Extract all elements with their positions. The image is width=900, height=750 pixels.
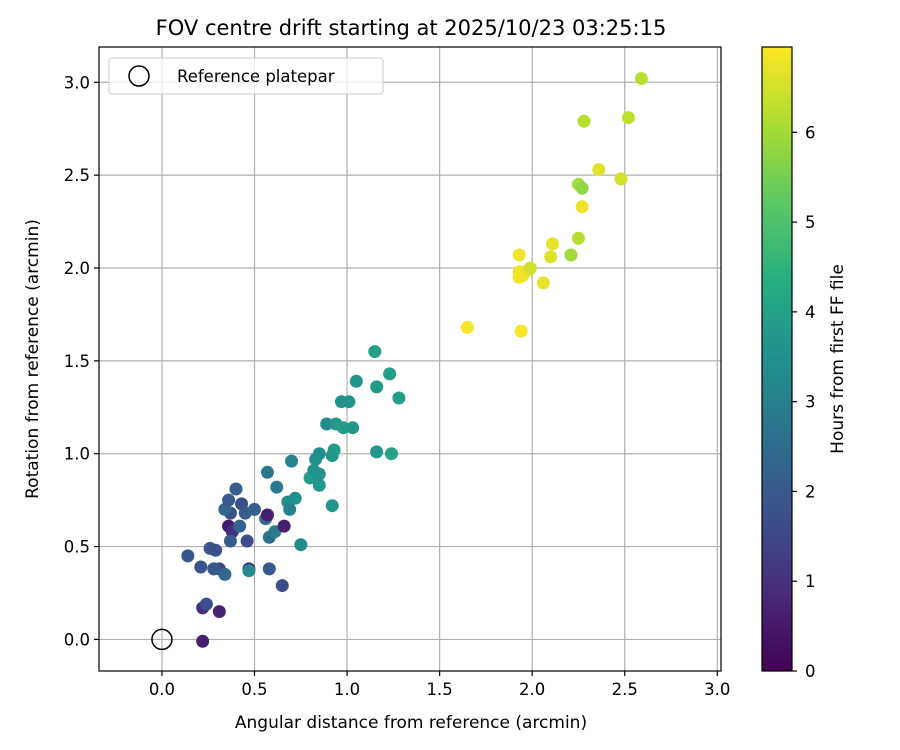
data-point (260, 508, 274, 522)
data-point (634, 72, 648, 86)
data-point (564, 248, 578, 262)
x-tick-label: 2.5 (612, 680, 638, 699)
chart-title: FOV centre drift starting at 2025/10/23 … (156, 16, 667, 40)
x-tick-label: 3.0 (704, 680, 730, 699)
data-point (223, 534, 237, 548)
data-point (346, 421, 360, 435)
data-point (512, 248, 526, 262)
data-point (575, 200, 589, 214)
y-tick-label: 1.0 (64, 445, 90, 464)
colorbar-gradient (762, 47, 792, 671)
data-point (222, 493, 236, 507)
data-point (342, 395, 356, 409)
data-point (283, 502, 297, 516)
legend-label: Reference platepar (177, 67, 335, 86)
y-tick-label: 1.5 (64, 352, 90, 371)
x-tick-label: 1.0 (334, 680, 360, 699)
data-point (240, 534, 254, 548)
data-point (536, 276, 550, 290)
legend-marker-icon (128, 65, 150, 87)
grid-lines (99, 47, 721, 671)
data-point (288, 491, 302, 505)
colorbar: 0 1 2 3 4 5 6 Hours from first FF file (761, 46, 848, 681)
y-tick-label: 0.0 (64, 630, 90, 649)
y-tick-label: 3.0 (64, 73, 90, 92)
data-point (229, 482, 243, 496)
data-point (233, 519, 247, 533)
y-tick-label: 2.5 (64, 166, 90, 185)
colorbar-tick-label: 1 (805, 572, 816, 591)
data-point (312, 467, 326, 481)
axis-ticks: 0.0 0.5 1.0 1.5 2.0 2.5 3.0 0.0 0.5 1.0 1.5 2.0 2.5 3… (64, 73, 731, 699)
data-point (460, 320, 474, 334)
colorbar-frame (761, 46, 793, 672)
data-point (199, 597, 213, 611)
data-point (575, 181, 589, 195)
data-point (544, 250, 558, 264)
legend-box (108, 57, 384, 95)
data-point (349, 374, 363, 388)
data-point (621, 111, 635, 125)
reference-marker (151, 628, 173, 651)
colorbar-tick-label: 2 (805, 482, 816, 501)
data-point (196, 634, 210, 648)
data-point (262, 562, 276, 576)
data-point (336, 421, 350, 435)
data-point (368, 345, 382, 359)
data-point (384, 447, 398, 461)
colorbar-tick-label: 4 (805, 303, 816, 322)
colorbar-tick-label: 0 (805, 662, 816, 681)
colorbar-tick-label: 3 (805, 393, 816, 412)
data-point (592, 163, 606, 177)
data-point (614, 172, 628, 186)
x-tick-label: 1.5 (426, 680, 452, 699)
data-point (325, 499, 339, 513)
colorbar-tick-label: 6 (805, 123, 816, 142)
data-point (514, 324, 528, 338)
data-point (212, 605, 226, 619)
data-point (383, 367, 397, 381)
data-point (194, 560, 208, 574)
data-point (260, 465, 274, 479)
colorbar-ticks: 0 1 2 3 4 5 6 (792, 123, 816, 681)
data-point (546, 237, 560, 251)
data-point (312, 478, 326, 492)
data-point (270, 480, 284, 494)
data-point (327, 443, 341, 457)
data-point (275, 579, 289, 593)
colorbar-tick-label: 5 (805, 213, 816, 232)
x-tick-label: 0.0 (149, 680, 175, 699)
data-point (523, 261, 537, 275)
data-point (294, 538, 308, 552)
data-point (312, 447, 326, 461)
data-point (248, 502, 261, 516)
data-point (392, 391, 406, 405)
reference-marker-layer (151, 628, 173, 651)
data-point (207, 562, 221, 576)
data-point (370, 380, 384, 394)
y-axis-label: Rotation from reference (arcmin) (23, 219, 43, 499)
y-tick-label: 2.0 (64, 259, 90, 278)
plot-frame (98, 46, 722, 672)
data-point (285, 454, 299, 468)
data-point (571, 231, 585, 245)
data-point (242, 564, 256, 578)
x-tick-label: 0.5 (241, 680, 267, 699)
data-point (320, 417, 334, 431)
data-point (370, 445, 384, 459)
data-point (209, 543, 223, 557)
data-point (277, 519, 291, 533)
x-axis-label: Angular distance from reference (arcmin) (235, 713, 587, 733)
x-tick-label: 2.0 (519, 680, 545, 699)
data-point (577, 114, 591, 128)
data-point (218, 567, 232, 581)
colorbar-label: Hours from first FF file (828, 264, 848, 454)
data-points (181, 72, 648, 648)
data-point (181, 549, 195, 563)
y-tick-label: 0.5 (64, 538, 90, 557)
legend: Reference platepar (108, 57, 384, 95)
